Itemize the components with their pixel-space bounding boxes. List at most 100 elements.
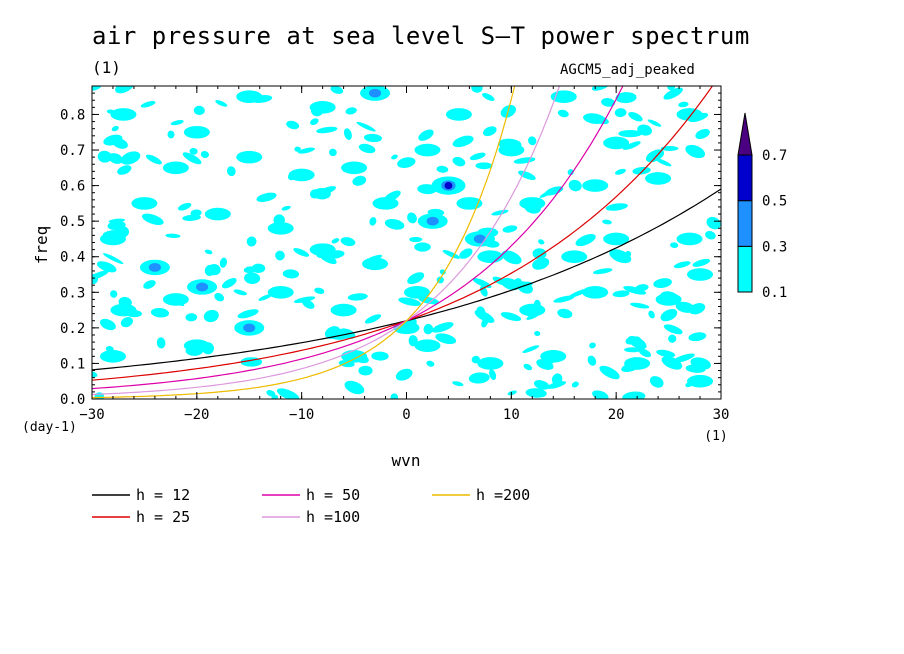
contour-speck [352, 175, 367, 186]
contour-speck [618, 130, 642, 138]
contour-speck [120, 151, 141, 165]
contour-blob [110, 108, 137, 121]
contour-speck [539, 187, 559, 198]
contour-blob [498, 143, 525, 157]
contour-speck [344, 380, 365, 395]
contour-blob [582, 179, 609, 192]
contour-blob-mid [426, 216, 439, 226]
contour-speck [655, 158, 672, 167]
contour-speck [141, 213, 164, 226]
contour-speck [103, 253, 124, 265]
contour-speck [286, 120, 300, 130]
y-tick-label: 0.6 [60, 179, 85, 195]
contour-speck [615, 92, 637, 104]
contour-speck [345, 107, 357, 115]
contour-speck [532, 248, 547, 260]
contour-blob [236, 150, 263, 164]
contour-blob [99, 350, 126, 363]
contour-speck [99, 318, 116, 331]
contour-speck [281, 205, 291, 211]
curve-100 [92, 86, 561, 396]
contour-speck [649, 376, 664, 388]
contour-speck [512, 278, 522, 290]
contour-speck [97, 150, 112, 163]
contour-speck [110, 290, 118, 298]
colorbar-segment [737, 200, 753, 247]
contour-speck [476, 306, 486, 318]
contour-speck [302, 299, 315, 309]
contour-speck [384, 218, 405, 230]
contour-speck [111, 125, 119, 132]
contour-speck [567, 169, 574, 176]
y-tick-label: 0.0 [60, 392, 85, 408]
contour-blob [603, 232, 630, 246]
contour-blob [236, 90, 263, 103]
contour-speck [675, 301, 695, 313]
contour-speck [534, 330, 541, 337]
contour-blob [603, 136, 630, 150]
contour-speck [256, 192, 277, 202]
contour-speck [575, 234, 596, 247]
contour-blob [309, 101, 336, 114]
legend-label-100: h =100 [306, 508, 360, 526]
contour-speck [170, 119, 184, 126]
legend-label-200: h =200 [476, 486, 530, 504]
contour-blob [403, 285, 430, 299]
contour-speck [471, 355, 480, 364]
contour-speck [439, 269, 446, 275]
contour-speck [189, 147, 198, 155]
contour-blob [341, 161, 368, 175]
colorbar-segment [737, 245, 753, 293]
contour-speck [475, 162, 493, 170]
contour-blob [456, 197, 483, 210]
x-unit-label: (1) [704, 429, 727, 444]
contour-speck [660, 146, 679, 151]
contour-speck [685, 364, 706, 373]
x-tick-label: −30 [79, 407, 104, 423]
y-unit-label: (day-1) [22, 420, 77, 435]
contour-speck [398, 297, 421, 306]
contour-speck [513, 157, 536, 164]
contour-speck [251, 263, 266, 273]
x-tick-label: 10 [503, 407, 520, 423]
contour-blob-mid [243, 323, 256, 333]
contour-speck [568, 179, 582, 192]
contour-speck [343, 128, 352, 140]
contour-speck [624, 347, 642, 353]
contour-blob [477, 357, 504, 370]
contour-field [92, 86, 721, 399]
colorbar-extend-triangle [737, 112, 753, 156]
contour-speck [221, 278, 237, 289]
contour-speck [532, 257, 550, 270]
contour-speck [622, 141, 641, 150]
contour-speck [481, 317, 489, 328]
contour-speck [108, 218, 126, 223]
contour-speck [468, 372, 490, 384]
contour-speck [522, 345, 540, 353]
contour-speck [528, 136, 537, 146]
contour-blob [676, 108, 703, 121]
curve-200 [92, 86, 516, 399]
contour-speck [178, 202, 192, 211]
contour-speck [623, 285, 647, 295]
contour-speck [207, 263, 221, 276]
legend-label-50: h = 50 [306, 486, 360, 504]
contour-speck [589, 342, 596, 349]
contour-speck [587, 355, 597, 366]
contour-blob [561, 250, 588, 264]
contour-blob [330, 303, 357, 317]
contour-speck [193, 105, 205, 116]
contour-speck [331, 238, 340, 244]
contour-blob [687, 268, 714, 281]
contour-speck [663, 87, 683, 100]
contour-blob [582, 285, 609, 299]
colorbar-label: 0.5 [762, 194, 787, 210]
contour-speck [214, 293, 225, 302]
contour-speck [356, 121, 376, 132]
contour-speck [632, 166, 651, 175]
contour-speck [452, 156, 466, 167]
contour-speck [557, 308, 573, 319]
contour-speck [653, 278, 672, 289]
contour-speck [614, 108, 627, 118]
contour-speck [266, 390, 276, 397]
